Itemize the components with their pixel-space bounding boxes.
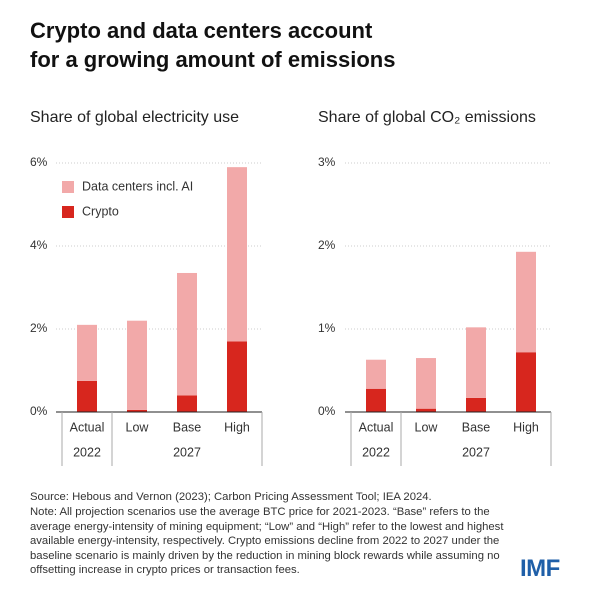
y-tick-label: 0% xyxy=(318,404,336,418)
y-tick-label: 2% xyxy=(30,321,48,335)
bar-segment xyxy=(366,388,386,412)
chart-subtitle: Share of global electricity use xyxy=(30,109,239,126)
y-tick-label: 0% xyxy=(30,404,48,418)
bar-segment xyxy=(127,320,147,410)
bar-segment xyxy=(416,408,436,412)
group-label: 2027 xyxy=(462,445,490,459)
bar-segment xyxy=(77,380,97,412)
title-line: Crypto and data centers account xyxy=(30,18,373,43)
legend-label: Data centers incl. AI xyxy=(82,179,193,193)
group-label: 2022 xyxy=(362,445,390,459)
chart-subtitle: Share of global CO₂ emissions xyxy=(318,109,536,126)
bar-segment xyxy=(516,352,536,412)
legend-label: Crypto xyxy=(82,204,119,218)
x-tick-label: High xyxy=(224,420,250,434)
title-line: for a growing amount of emissions xyxy=(30,47,396,72)
y-tick-label: 3% xyxy=(318,155,336,169)
title: Crypto and data centers account for a gr… xyxy=(30,16,395,74)
x-tick-label: Base xyxy=(462,420,491,434)
source: Source: Hebous and Vernon (2023); Carbon… xyxy=(30,491,432,503)
x-tick-label: Actual xyxy=(359,420,394,434)
bar-segment xyxy=(466,397,486,412)
y-tick-label: 6% xyxy=(30,155,48,169)
x-tick-label: High xyxy=(513,420,539,434)
y-tick-label: 1% xyxy=(318,321,336,335)
bar-segment xyxy=(177,395,197,412)
y-tick-label: 2% xyxy=(318,238,336,252)
legend-swatch xyxy=(62,206,74,218)
legend-swatch xyxy=(62,181,74,193)
bar-segment xyxy=(127,409,147,412)
x-tick-label: Low xyxy=(126,420,150,434)
x-tick-label: Low xyxy=(415,420,439,434)
bar-segment xyxy=(416,358,436,409)
bar-segment xyxy=(466,327,486,398)
bar-segment xyxy=(227,167,247,342)
bar-segment xyxy=(177,272,197,396)
group-label: 2022 xyxy=(73,445,101,459)
y-tick-label: 4% xyxy=(30,238,48,252)
x-tick-label: Base xyxy=(173,420,202,434)
note: Note: All projection scenarios use the a… xyxy=(30,506,504,576)
x-tick-label: Actual xyxy=(70,420,105,434)
bar-segment xyxy=(516,251,536,353)
bar-segment xyxy=(77,324,97,381)
group-label: 2027 xyxy=(173,445,201,459)
bar-segment xyxy=(366,359,386,389)
logo: IMF xyxy=(520,555,560,582)
bar-segment xyxy=(227,341,247,412)
